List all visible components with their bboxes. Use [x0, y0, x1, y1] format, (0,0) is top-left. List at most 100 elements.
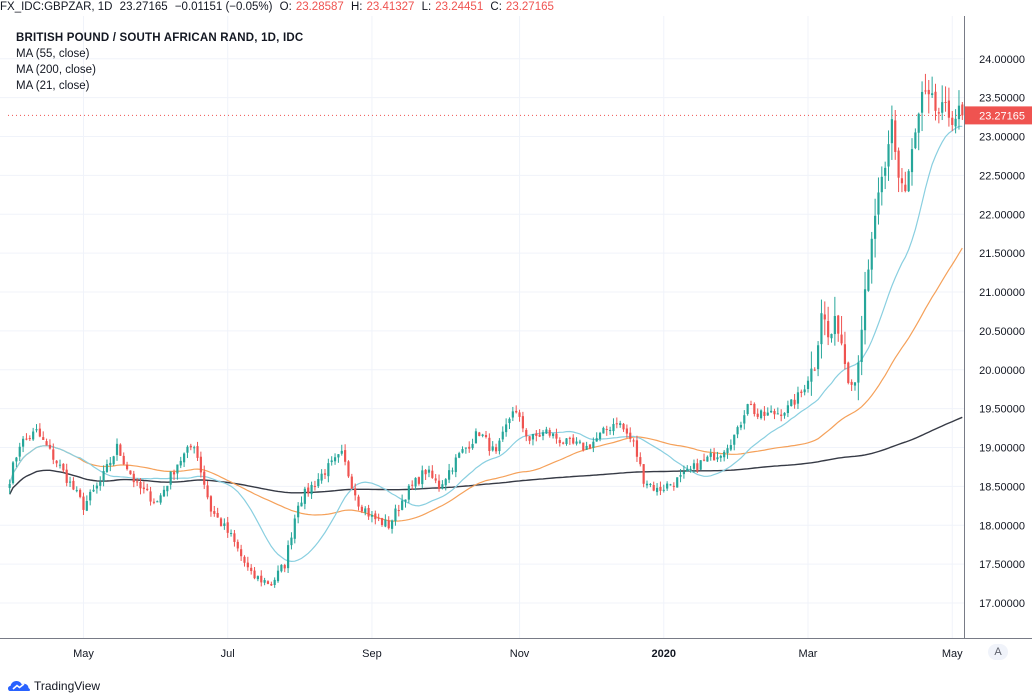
candle-body	[941, 102, 944, 113]
candle-body	[538, 434, 541, 437]
candle-body	[11, 462, 15, 484]
candle-body	[914, 132, 917, 149]
candle-body	[273, 579, 276, 586]
candle-body	[816, 345, 820, 370]
tradingview-branding[interactable]: TradingView	[8, 677, 100, 695]
candle-body	[186, 446, 189, 453]
price-axis-label: 20.50000	[979, 326, 1025, 338]
candle-body	[394, 508, 397, 522]
candle-body	[505, 424, 508, 433]
candle-body	[655, 487, 659, 493]
close-value: 23.27165	[505, 1, 554, 13]
price-axis-label: 23.50000	[979, 93, 1025, 105]
candle-body	[347, 461, 350, 477]
candle-body	[783, 412, 786, 416]
candle-body	[853, 382, 857, 386]
candle-body	[203, 471, 206, 485]
candle-body	[337, 454, 340, 458]
candle-body	[535, 433, 538, 436]
candle-body	[183, 453, 186, 463]
candle-body	[961, 104, 964, 116]
candle-body	[333, 457, 337, 462]
candle-body	[501, 431, 504, 440]
candle-body	[474, 431, 478, 444]
candle-body	[806, 380, 810, 389]
candle-body	[763, 411, 766, 416]
ma200-legend[interactable]: MA (200, close)	[16, 64, 96, 76]
candle-body	[669, 484, 672, 486]
candle-body	[233, 533, 236, 542]
candle-body	[759, 410, 763, 419]
candle-body	[199, 456, 202, 473]
candle-body	[880, 176, 883, 193]
last-price-value: 23.27165	[119, 1, 168, 13]
candle-body	[246, 562, 249, 568]
candle-body	[139, 481, 142, 489]
ma55-legend[interactable]: MA (55, close)	[16, 48, 90, 60]
time-axis-label: 2020	[652, 648, 676, 660]
candle-body	[481, 434, 484, 436]
price-chart[interactable]: 24.00000 23.50000 23.00000 22.50000 22.00000…	[0, 16, 1032, 676]
candle-body	[726, 448, 729, 454]
candle-body	[293, 518, 296, 539]
candle-body	[491, 446, 494, 451]
candle-body	[196, 446, 199, 458]
candle-body	[377, 517, 380, 519]
ma21-legend[interactable]: MA (21, close)	[16, 80, 90, 92]
candle-body	[562, 442, 565, 444]
candle-body	[169, 471, 172, 485]
candle-body	[461, 449, 464, 453]
candle-body	[85, 501, 88, 511]
candle-body	[629, 432, 632, 439]
candle-body	[458, 453, 461, 458]
candle-body	[115, 443, 119, 455]
candle-body	[444, 479, 447, 486]
candle-body	[884, 167, 887, 176]
candle-body	[810, 368, 813, 382]
candle-body	[582, 442, 585, 451]
candle-body	[511, 411, 514, 418]
candle-body	[179, 460, 182, 466]
last-price-badge-label: 23.27165	[979, 110, 1025, 122]
candle-body	[193, 447, 196, 449]
candle-body	[736, 427, 739, 435]
candle-body	[15, 457, 18, 462]
candle-body	[733, 434, 736, 445]
candle-body	[578, 441, 582, 443]
time-axis-label: Sep	[362, 648, 382, 660]
candle-body	[494, 447, 498, 452]
candle-body	[773, 410, 776, 415]
candle-body	[749, 404, 753, 406]
chart-legend: BRITISH POUND / SOUTH AFRICAN RAND, 1D, …	[16, 30, 303, 94]
candle-body	[421, 470, 424, 485]
candle-body	[666, 483, 669, 489]
symbol-label[interactable]: FX_IDC:GBPZAR, 1D	[0, 1, 113, 13]
symbol-header: FX_IDC:GBPZAR, 1D 23.27165 −0.01151 (−0.…	[0, 0, 1032, 16]
candle-body	[431, 470, 434, 478]
candle-body	[132, 473, 135, 483]
candle-body	[843, 344, 847, 365]
candle-body	[887, 144, 890, 167]
price-axis-label: 19.50000	[979, 404, 1025, 416]
candle-body	[270, 583, 273, 586]
candle-body	[344, 450, 347, 462]
candle-body	[793, 399, 796, 405]
candle-body	[894, 120, 897, 152]
candle-body	[605, 428, 608, 430]
candle-body	[327, 463, 330, 477]
candle-body	[689, 468, 692, 470]
candle-body	[484, 435, 488, 438]
candle-body	[307, 487, 310, 494]
candle-body	[515, 410, 518, 413]
candle-body	[18, 446, 21, 457]
chart-title: BRITISH POUND / SOUTH AFRICAN RAND, 1D, …	[16, 32, 304, 44]
candle-body	[236, 541, 239, 549]
candle-body	[860, 329, 863, 363]
candle-body	[125, 464, 129, 470]
auto-scale-button[interactable]: A	[988, 644, 1008, 660]
candle-body	[776, 413, 779, 415]
candle-body	[330, 460, 333, 463]
candle-body	[642, 464, 645, 484]
last-price-badge	[965, 106, 1032, 125]
candle-body	[827, 321, 830, 338]
